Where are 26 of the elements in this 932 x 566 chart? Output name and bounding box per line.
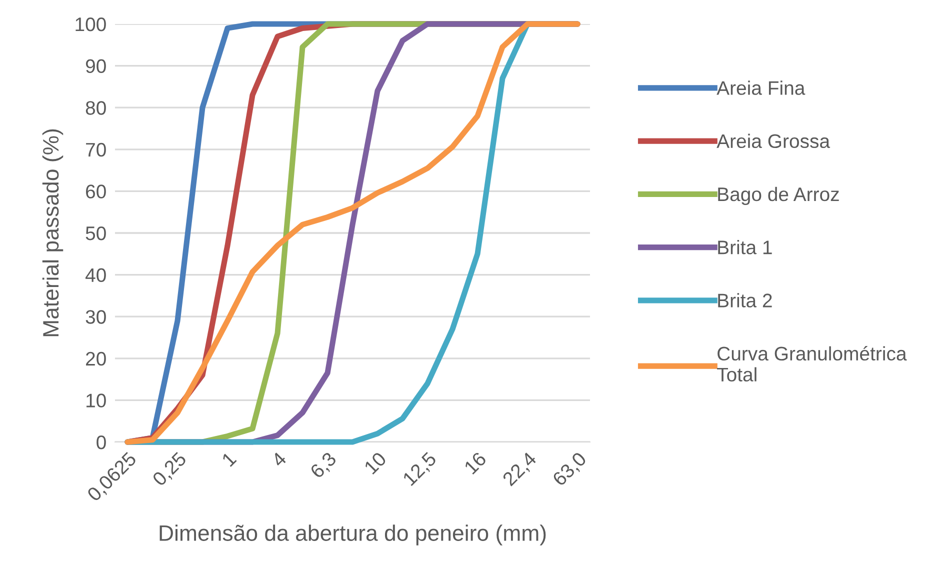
x-tick-label: 10 bbox=[364, 451, 388, 475]
legend-label: Bago de Arroz bbox=[718, 186, 839, 206]
x-tick-label: 16 bbox=[464, 451, 487, 475]
y-tick-label: 70 bbox=[86, 142, 106, 157]
y-tick-label: 40 bbox=[85, 268, 106, 282]
y-tick-label: 90 bbox=[86, 59, 106, 74]
legend-label: Areia Fina bbox=[716, 80, 806, 95]
legend-label: Brita 2 bbox=[718, 293, 772, 308]
x-tick-label: 6,3 bbox=[309, 451, 339, 480]
y-tick-label: 60 bbox=[86, 184, 106, 198]
x-axis-title: Dimensão da abertura do peneiro (mm) bbox=[160, 524, 546, 546]
y-tick-label: 100 bbox=[76, 17, 106, 32]
x-tick-label: 0,25 bbox=[152, 451, 189, 488]
legend-label: Curva Granulométrica Total bbox=[717, 346, 907, 382]
x-tick-label: 1 bbox=[221, 452, 237, 467]
y-tick-label: 10 bbox=[86, 394, 106, 408]
y-tick-label: 20 bbox=[86, 352, 106, 366]
y-axis-title: Material passado (%) bbox=[42, 129, 64, 336]
y-tick-label: 80 bbox=[86, 101, 106, 115]
x-tick-label: 63,0 bbox=[552, 451, 589, 488]
y-tick-label: 50 bbox=[86, 226, 106, 240]
y-tick-label: 30 bbox=[86, 310, 106, 324]
legend-label: Areia Grossa bbox=[716, 134, 830, 148]
x-tick-label: 4 bbox=[270, 451, 288, 468]
legend-label: Brita 1 bbox=[718, 240, 772, 254]
y-tick-label: 0 bbox=[96, 435, 106, 450]
